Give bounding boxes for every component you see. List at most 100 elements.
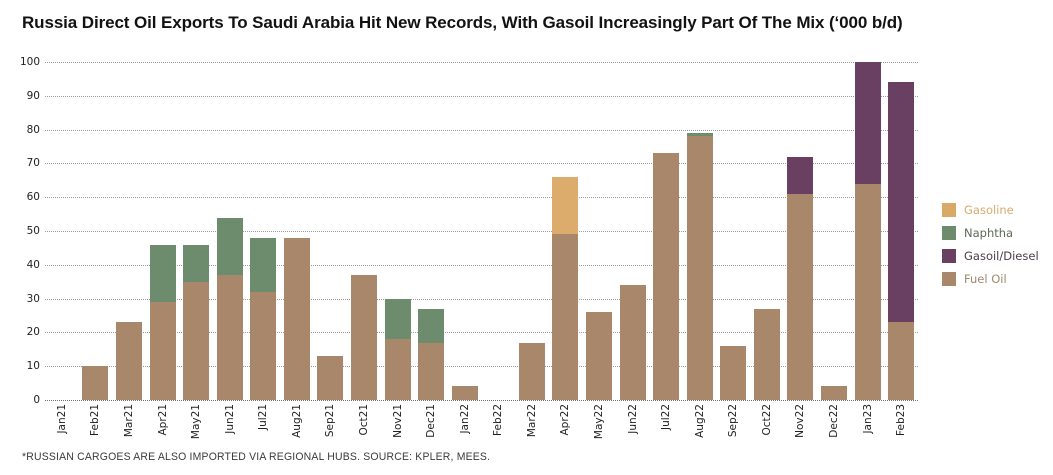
gridline	[45, 163, 918, 165]
footnote: *RUSSIAN CARGOES ARE ALSO IMPORTED VIA R…	[22, 451, 491, 463]
bar-segment	[384, 298, 411, 340]
y-tick-label: 20	[26, 326, 40, 339]
bar-segment	[552, 234, 579, 400]
x-tick-label: Jan21	[55, 404, 68, 434]
bar-segment	[653, 153, 680, 400]
legend-swatch	[942, 272, 956, 286]
x-axis-labels: Jan21 Feb21 Mar21 Apr21 May21 Jun21 Jul21 Aug21…	[45, 403, 918, 449]
x-tick-label: Oct21	[357, 404, 370, 436]
bar-segment	[149, 301, 176, 400]
x-tick-label: Aug21	[290, 404, 303, 438]
y-tick-label: 70	[26, 157, 40, 170]
gridline	[45, 197, 918, 199]
bar-segment	[787, 193, 814, 400]
bar-segment	[586, 312, 613, 400]
y-tick-label: 100	[19, 56, 40, 68]
bar	[317, 356, 344, 400]
x-tick-label: May22	[593, 404, 606, 440]
x-tick-label: Nov22	[794, 404, 807, 438]
legend-label: Gasoil/Diesel	[964, 249, 1039, 263]
y-tick-label: 50	[26, 225, 40, 237]
bar-segment	[418, 342, 445, 400]
bar	[216, 217, 243, 400]
bar	[720, 345, 747, 400]
gridline	[45, 366, 918, 368]
bar-segment	[686, 136, 713, 400]
grid-layer	[45, 62, 918, 401]
gridline	[45, 129, 918, 131]
bar-segment	[787, 156, 814, 194]
x-tick-label: Sep22	[727, 404, 740, 438]
gridline	[45, 62, 918, 63]
x-tick-label: Jun21	[223, 404, 236, 434]
x-tick-label: Feb23	[895, 404, 908, 436]
bars-layer	[45, 62, 918, 400]
x-tick-label: Mar22	[525, 404, 538, 438]
y-tick-label: 30	[26, 292, 40, 305]
x-tick-label: Nov21	[391, 404, 404, 438]
bar	[115, 322, 142, 400]
legend: Gasoline Naphtha Gasoil/Diesel Fuel Oil	[942, 203, 1039, 295]
legend-swatch	[942, 226, 956, 240]
x-tick-label: Jan22	[458, 404, 471, 434]
x-tick-label: Oct22	[760, 404, 773, 436]
gridline	[45, 264, 918, 266]
legend-item: Gasoil/Diesel	[942, 249, 1039, 263]
bar-segment	[854, 62, 881, 184]
plot-area	[45, 62, 918, 401]
bar-segment	[552, 176, 579, 235]
bar	[183, 244, 210, 400]
x-tick-label: Sep21	[324, 404, 337, 438]
bar-segment	[753, 308, 780, 400]
bar	[350, 274, 377, 400]
gridline	[45, 95, 918, 97]
legend-swatch	[942, 203, 956, 217]
bar-segment	[888, 82, 915, 323]
x-tick-label: Dec22	[828, 404, 841, 438]
x-tick-label: May21	[190, 404, 203, 440]
bar-segment	[518, 342, 545, 400]
bar-segment	[888, 322, 915, 400]
y-tick-label: 80	[26, 123, 40, 136]
bar	[686, 133, 713, 400]
legend-item: Gasoline	[942, 203, 1039, 217]
bar	[854, 62, 881, 400]
bar-segment	[854, 183, 881, 400]
x-tick-label: Jul22	[660, 404, 673, 431]
bar-segment	[183, 281, 210, 400]
y-tick-label: 90	[26, 89, 40, 102]
bar-segment	[350, 274, 377, 400]
bar	[384, 298, 411, 400]
y-tick-label: 60	[26, 191, 40, 204]
x-tick-label: Apr21	[156, 404, 169, 436]
x-tick-label: Jun22	[626, 404, 639, 434]
bar	[250, 237, 277, 400]
gridline	[45, 298, 918, 300]
bar-segment	[686, 133, 713, 137]
gridline	[45, 231, 918, 232]
chart-title: Russia Direct Oil Exports To Saudi Arabi…	[22, 13, 903, 32]
bar	[619, 285, 646, 400]
bar-segment	[82, 366, 109, 400]
bar-segment	[250, 291, 277, 400]
gridline	[45, 332, 918, 334]
bar	[888, 82, 915, 400]
x-tick-label: Jan23	[861, 404, 874, 434]
bar-segment	[720, 345, 747, 400]
bar	[753, 308, 780, 400]
bar-segment	[384, 339, 411, 400]
bar-segment	[216, 274, 243, 400]
x-tick-label: Feb21	[89, 404, 102, 436]
bar	[552, 176, 579, 400]
legend-label: Gasoline	[964, 203, 1014, 217]
x-tick-label: Aug22	[693, 404, 706, 438]
bar-segment	[216, 217, 243, 275]
bar-segment	[451, 386, 478, 400]
x-tick-label: Apr22	[559, 404, 572, 436]
legend-item: Fuel Oil	[942, 272, 1039, 286]
bar	[586, 312, 613, 400]
bar	[451, 386, 478, 400]
legend-label: Fuel Oil	[964, 272, 1007, 286]
bar	[149, 244, 176, 400]
legend-item: Naphtha	[942, 226, 1039, 240]
